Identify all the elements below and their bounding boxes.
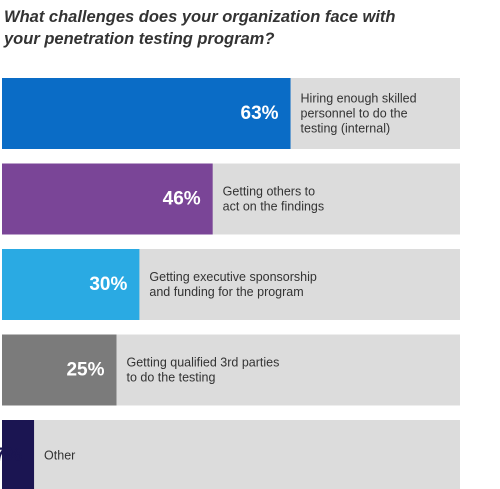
bar-value-label: 30% (89, 274, 127, 295)
bar (2, 334, 117, 406)
bar (2, 249, 140, 320)
bar-category-label: Getting qualified 3rd parties (127, 356, 280, 370)
bar-category-label: Other (44, 449, 75, 463)
bar-category-label: testing (internal) (301, 122, 391, 136)
bar-category-label: and funding for the program (149, 285, 303, 299)
bar-value-label: 25% (66, 360, 104, 381)
bar-value-label: 7% (0, 445, 22, 466)
bar (2, 78, 291, 149)
chart-title: What challenges does your organization f… (4, 6, 464, 50)
chart-title-line-1: What challenges does your organization f… (4, 8, 396, 26)
chart-title-line-2: your penetration testing program? (4, 30, 275, 48)
bar-track (2, 420, 460, 489)
bar (2, 420, 35, 489)
bar-value-label: 63% (241, 103, 279, 124)
bar-category-label: act on the findings (223, 200, 324, 214)
bar-category-label: to do the testing (127, 371, 216, 385)
bar-group: 7% Other (0, 420, 460, 489)
bar-category-label: Getting others to (223, 185, 315, 199)
bar-category-label: Getting executive sponsorship (149, 270, 317, 284)
bar-category-label: Hiring enough skilled (301, 92, 417, 106)
bar-category-label: personnel to do the (301, 107, 408, 121)
bar (2, 163, 213, 235)
bar-value-label: 46% (163, 189, 201, 210)
